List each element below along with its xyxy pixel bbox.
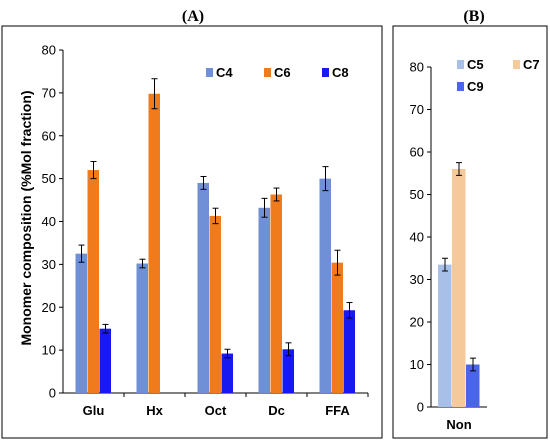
panel-b-frame — [392, 25, 548, 439]
error-bar — [151, 78, 158, 110]
y-tick-label: 20 — [410, 315, 424, 330]
y-tick-label: 60 — [42, 128, 56, 143]
bar-c7 — [452, 169, 466, 407]
bar-c5 — [438, 264, 452, 407]
error-bar — [442, 257, 448, 272]
y-tick-label: 30 — [410, 272, 424, 287]
x-category-label: FFA — [325, 403, 350, 418]
legend-swatch-c4 — [206, 68, 213, 77]
panel-b: (B) 0 10 20 30 40 50 60 70 80 Non C5 C7 C9 — [392, 8, 548, 439]
bar-c9 — [466, 364, 480, 407]
bar-c6 — [270, 194, 282, 393]
legend-swatch-c7 — [513, 60, 520, 69]
x-category-label: Non — [446, 417, 471, 432]
legend-swatch-c5 — [457, 60, 464, 69]
panel-b-label: (B) — [463, 8, 484, 25]
y-tick-label: 30 — [42, 257, 56, 272]
error-bar — [224, 348, 231, 359]
y-tick-label: 80 — [42, 43, 56, 58]
error-bar — [470, 357, 476, 372]
legend-swatch-c9 — [457, 82, 464, 91]
panel-a: (A) Monomer composition (%Mol fraction) … — [1, 8, 383, 439]
error-bar — [322, 166, 329, 192]
error-bar — [212, 207, 219, 225]
error-bar — [90, 160, 97, 180]
x-category-label: Hx — [146, 403, 163, 418]
y-axis-label: Monomer composition (%Mol fraction) — [18, 90, 34, 345]
y-tick-label: 10 — [410, 357, 424, 372]
x-category-label: Oct — [205, 403, 227, 418]
bar-c6 — [331, 262, 343, 393]
bar-c4 — [197, 182, 209, 393]
error-bar — [102, 323, 109, 334]
y-tick-label: 10 — [42, 343, 56, 358]
legend-label-c6: C6 — [274, 65, 291, 80]
y-tick-label: 70 — [410, 102, 424, 117]
legend-b: C5 C7 C9 — [457, 57, 540, 94]
bar-c4 — [319, 178, 331, 393]
error-bar — [273, 187, 280, 202]
error-bar — [200, 175, 207, 190]
bar-c6 — [209, 215, 221, 393]
error-bar — [261, 197, 268, 218]
error-bar — [346, 302, 353, 319]
bar-c4 — [75, 253, 87, 393]
x-category-label: Dc — [268, 403, 285, 418]
y-tick-label: 0 — [49, 386, 56, 401]
legend-a: C4 C6 C8 — [206, 65, 349, 80]
error-bar — [334, 249, 341, 276]
bar-c4 — [258, 207, 270, 393]
y-tick-label: 70 — [42, 85, 56, 100]
y-tick-label: 60 — [410, 145, 424, 160]
y-tick-label: 50 — [410, 187, 424, 202]
bar-c4 — [136, 263, 148, 393]
error-bar — [285, 342, 292, 357]
error-bar — [456, 162, 462, 176]
error-bar — [78, 244, 85, 263]
y-tick-label: 20 — [42, 300, 56, 315]
bar-c6 — [87, 170, 99, 393]
bar-c8 — [99, 328, 111, 393]
legend-swatch-c8 — [322, 68, 329, 77]
legend-swatch-c6 — [264, 68, 271, 77]
bar-c6 — [148, 93, 160, 394]
y-tick-label: 0 — [417, 400, 424, 415]
legend-label-c7: C7 — [523, 57, 540, 72]
x-category-label: Glu — [83, 403, 105, 418]
legend-label-c8: C8 — [332, 65, 349, 80]
panel-a-frame — [1, 25, 383, 439]
bar-c8 — [343, 310, 355, 393]
legend-label-c4: C4 — [216, 65, 233, 80]
y-tick-label: 40 — [410, 230, 424, 245]
bar-c8 — [221, 353, 233, 393]
y-tick-label: 40 — [42, 214, 56, 229]
error-bar — [139, 258, 146, 269]
y-tick-label: 50 — [42, 171, 56, 186]
y-tick-label: 80 — [410, 60, 424, 75]
legend-label-c5: C5 — [467, 57, 484, 72]
panel-a-label: (A) — [182, 8, 204, 25]
bar-c8 — [282, 349, 294, 393]
legend-label-c9: C9 — [467, 79, 484, 94]
